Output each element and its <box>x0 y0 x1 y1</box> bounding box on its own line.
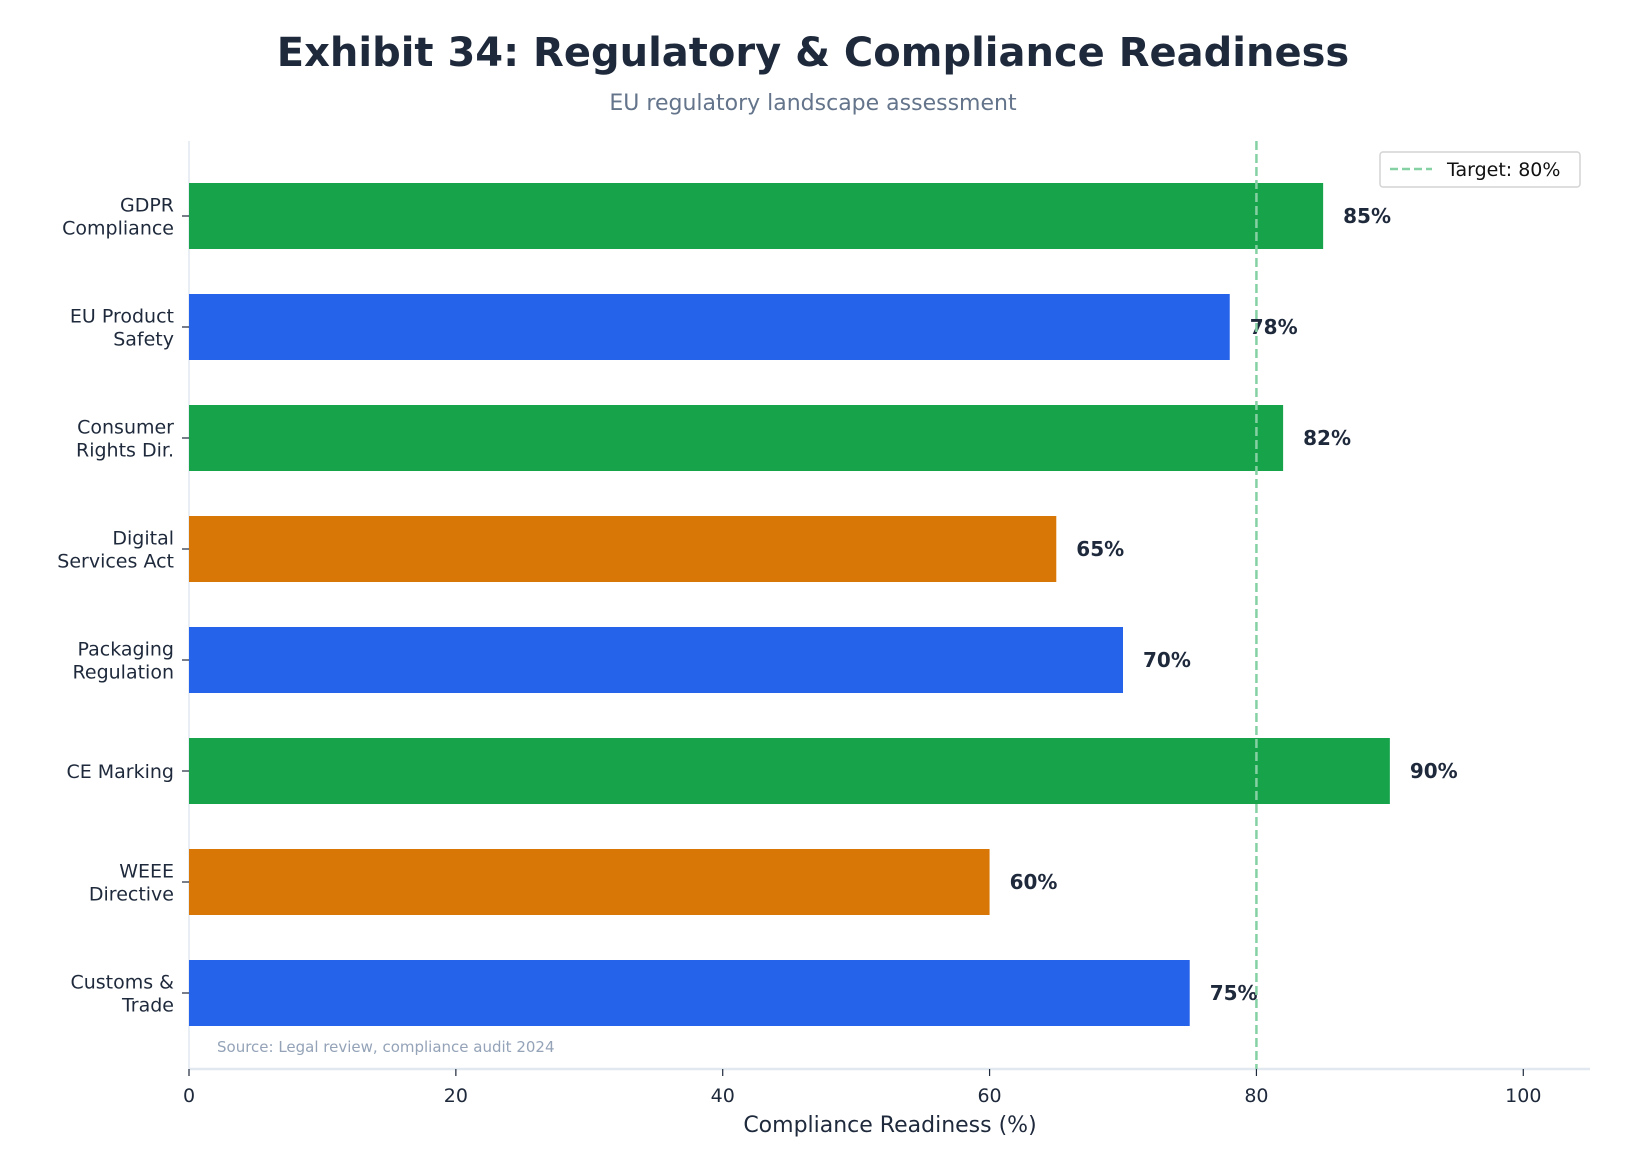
data-label: 75% <box>1210 981 1258 1005</box>
data-label: 90% <box>1410 759 1458 783</box>
data-label: 70% <box>1143 648 1191 672</box>
bar <box>189 405 1284 471</box>
y-tick-label: EU Product Safety <box>70 306 174 351</box>
legend-box <box>1379 151 1581 188</box>
x-tick-label: 80 <box>1244 1085 1268 1107</box>
y-tick-label: CE Marking <box>66 761 174 783</box>
source-note: Source: Legal review, compliance audit 2… <box>217 1038 555 1056</box>
x-tick-label: 0 <box>183 1085 195 1107</box>
x-tick-label: 40 <box>711 1085 735 1107</box>
x-tick-label: 20 <box>444 1085 468 1107</box>
chart-subtitle: EU regulatory landscape assessment <box>609 91 1017 116</box>
bar <box>189 960 1190 1026</box>
bar <box>189 183 1324 249</box>
bar <box>189 516 1057 582</box>
data-label: 78% <box>1250 315 1298 339</box>
legend-target-label: Target: 80% <box>1446 159 1560 181</box>
y-tick-label: Consumer Rights Dir. <box>76 417 174 462</box>
y-tick-label: GDPR Compliance <box>62 195 174 240</box>
chart-title: Exhibit 34: Regulatory & Compliance Read… <box>277 30 1349 76</box>
y-tick-label: Packaging Regulation <box>73 639 174 684</box>
bar <box>189 627 1123 693</box>
legend: Target: 80% <box>1379 151 1581 188</box>
data-label: 60% <box>1010 870 1058 894</box>
data-label: 85% <box>1343 204 1391 228</box>
data-label: 65% <box>1076 537 1124 561</box>
bar <box>189 849 990 915</box>
y-tick-label: Digital Services Act <box>57 528 174 573</box>
bar <box>189 738 1390 804</box>
x-tick-label: 60 <box>977 1085 1001 1107</box>
x-axis-label: Compliance Readiness (%) <box>743 1113 1036 1138</box>
bar <box>189 294 1230 360</box>
x-tick-label: 100 <box>1505 1085 1541 1107</box>
data-label: 82% <box>1303 426 1351 450</box>
y-tick-label: Customs & Trade <box>70 972 174 1017</box>
y-tick-label: WEEE Directive <box>89 861 174 906</box>
